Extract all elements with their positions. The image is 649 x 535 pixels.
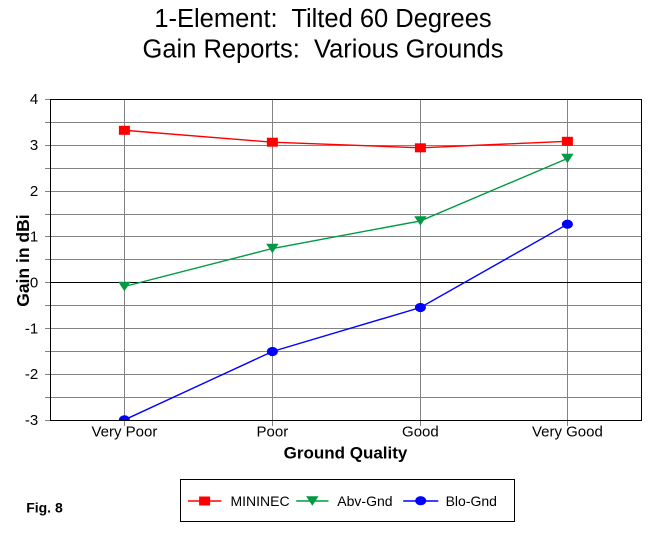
svg-text:Fig. 8: Fig. 8 [26, 500, 63, 516]
svg-text:1: 1 [30, 229, 38, 246]
svg-text:Gain in dBi: Gain in dBi [13, 214, 33, 306]
svg-text:1-Element: Tilted 60 Degrees: 1-Element: Tilted 60 Degrees [154, 5, 491, 33]
svg-text:-1: -1 [25, 320, 38, 337]
svg-text:Very Good: Very Good [532, 424, 603, 441]
svg-text:MININEC: MININEC [231, 493, 290, 509]
svg-text:Poor: Poor [257, 424, 289, 441]
svg-text:0: 0 [30, 275, 38, 292]
svg-text:2: 2 [30, 183, 38, 200]
svg-text:Very Poor: Very Poor [91, 424, 157, 441]
svg-text:4: 4 [30, 91, 38, 108]
svg-text:Gain Reports: Various Grounds: Gain Reports: Various Grounds [143, 36, 504, 64]
svg-text:Blo-Gnd: Blo-Gnd [446, 493, 497, 509]
svg-text:-3: -3 [25, 412, 38, 429]
svg-text:Abv-Gnd: Abv-Gnd [337, 493, 392, 509]
svg-text:Good: Good [402, 424, 439, 441]
svg-text:-2: -2 [25, 366, 38, 383]
svg-text:3: 3 [30, 137, 38, 154]
svg-text:Ground Quality: Ground Quality [284, 443, 408, 462]
